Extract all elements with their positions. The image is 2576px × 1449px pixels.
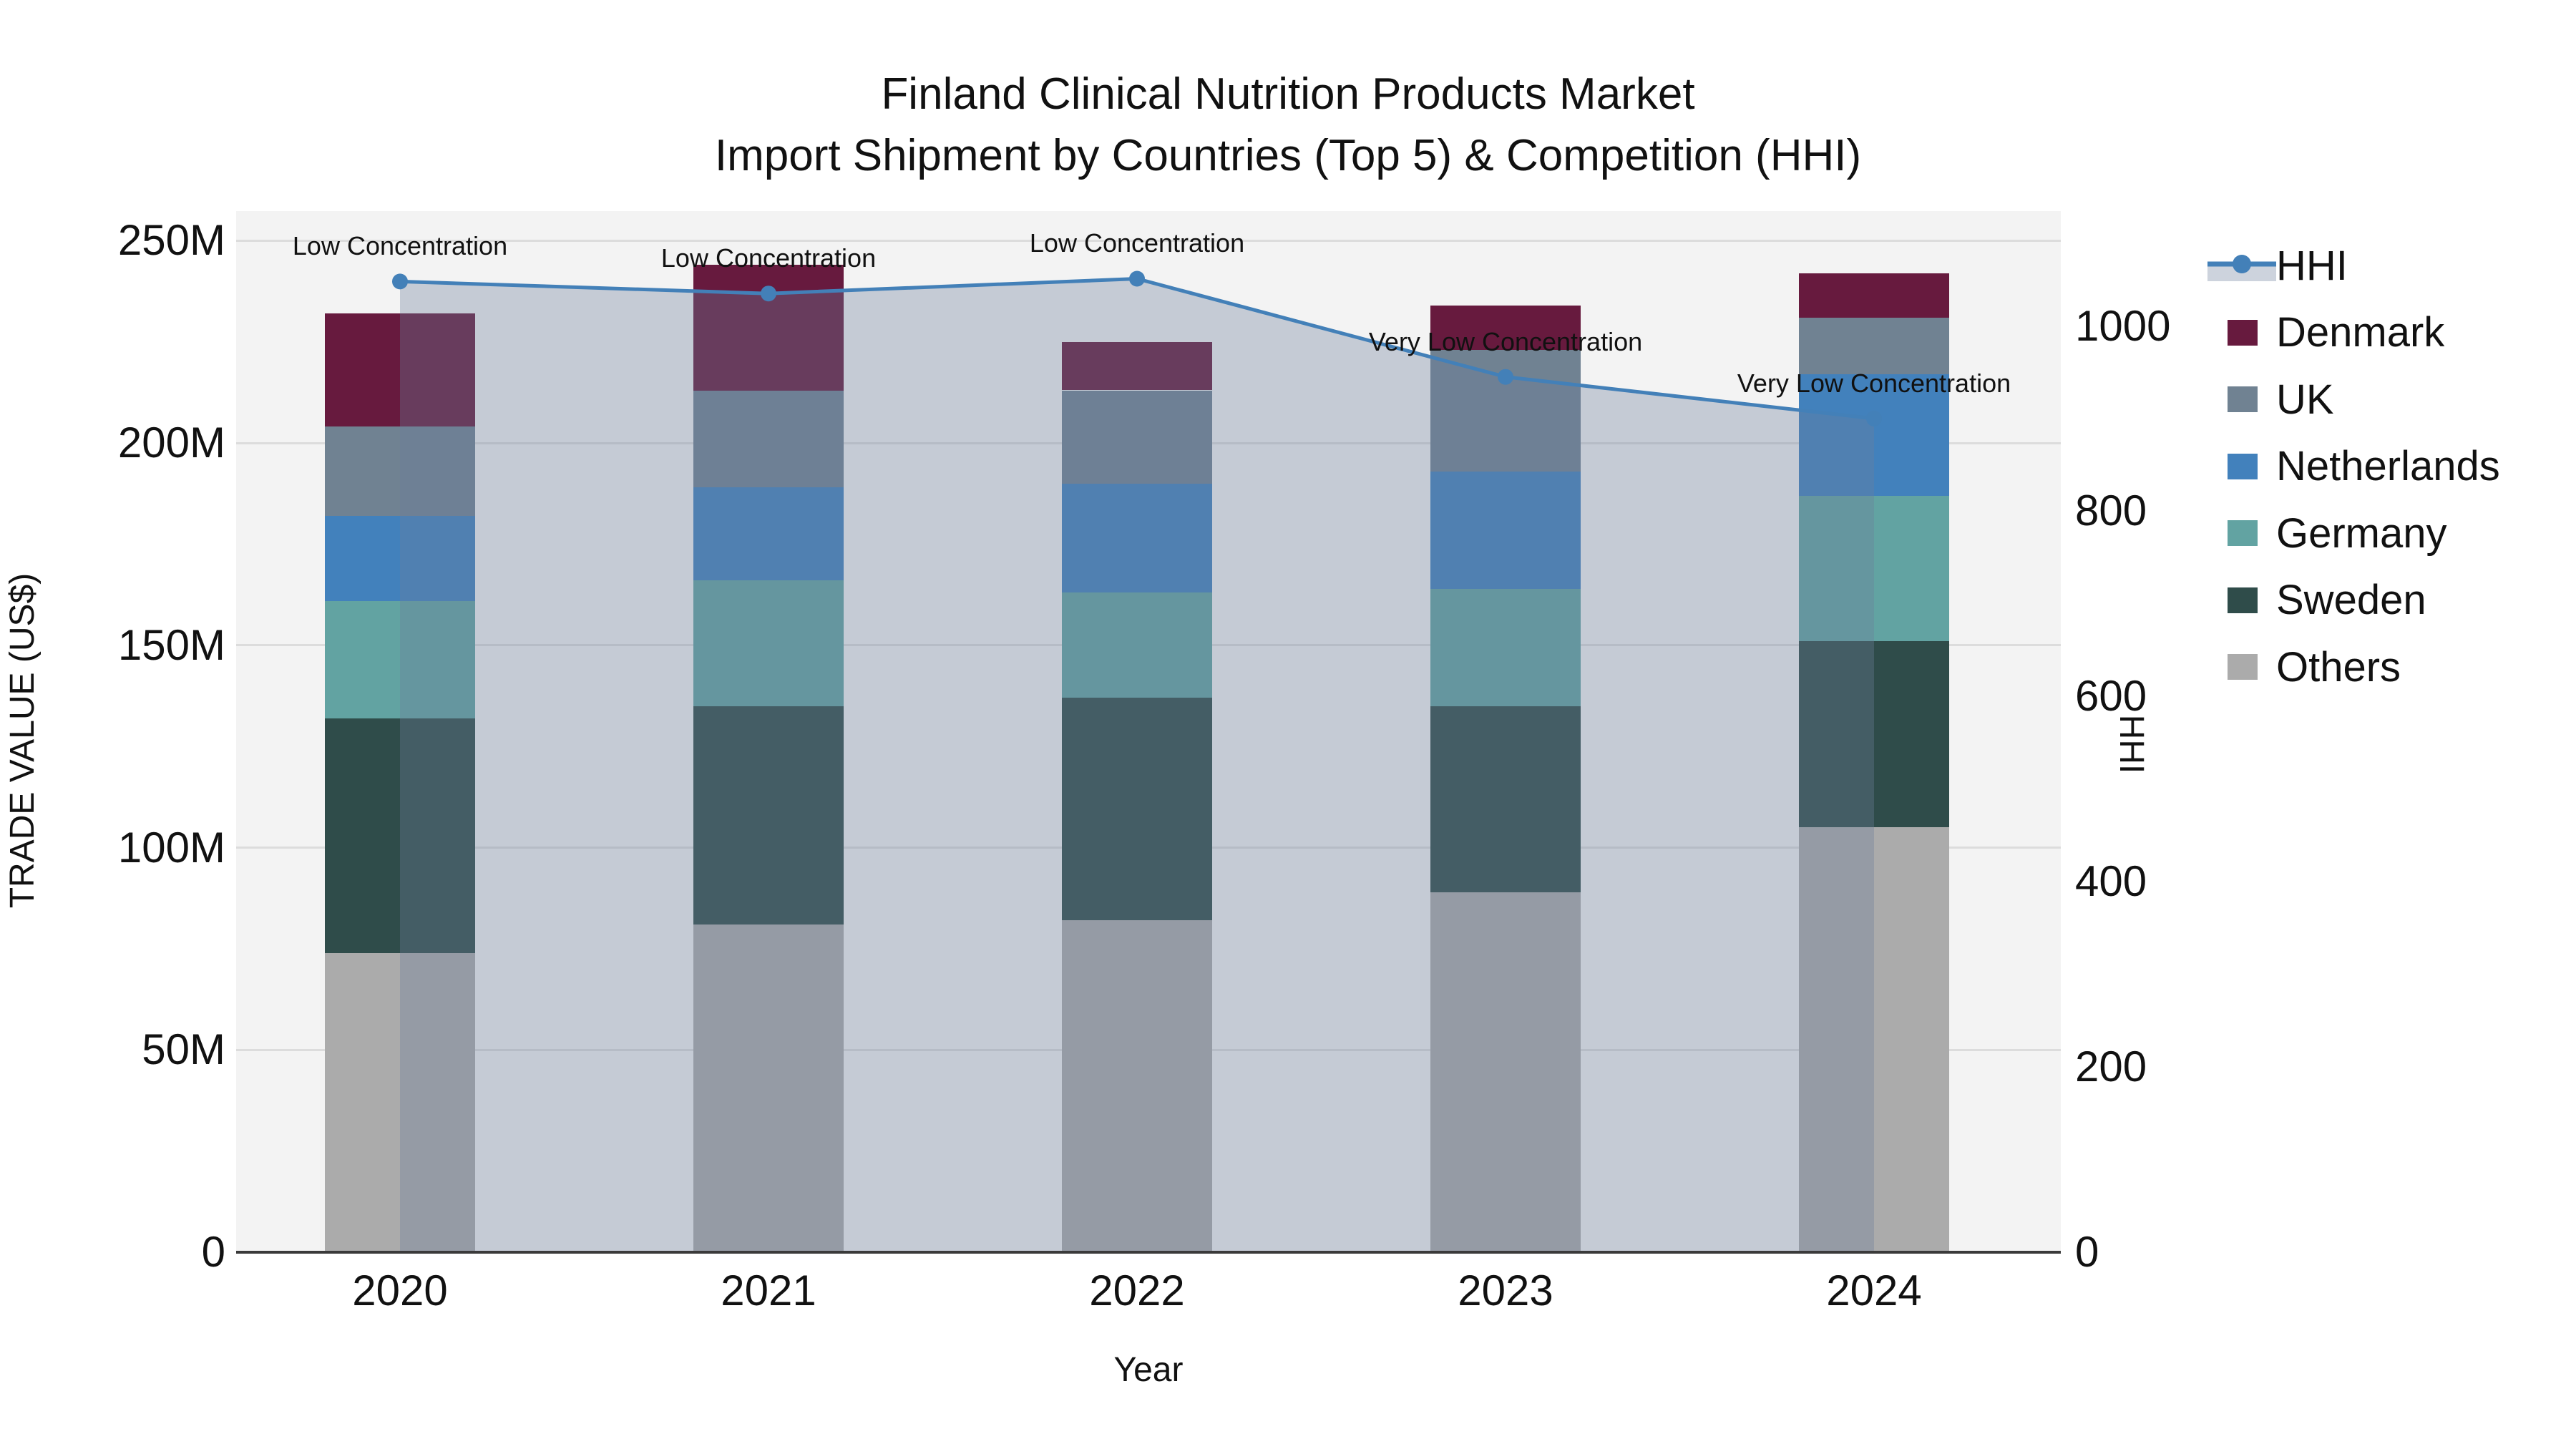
- right-tick-1000: 1000: [2075, 301, 2171, 350]
- left-tick-150M: 150M: [117, 620, 225, 669]
- legend-label-uk: UK: [2276, 376, 2334, 423]
- bar-segment-netherlands-2020[interactable]: [325, 515, 475, 601]
- hhi-legend-glyph: [2207, 255, 2276, 281]
- left-tick-250M: 250M: [117, 216, 225, 265]
- left-axis-title: TRADE VALUE (US$): [4, 572, 42, 909]
- plot-area: Low Concentration Low Concentration Low Co…: [236, 211, 2061, 1252]
- annotation-2020: Low Concentration: [292, 231, 508, 261]
- bar-segment-sweden-2020[interactable]: [325, 718, 475, 953]
- bar-segment-germany-2022[interactable]: [1062, 592, 1212, 698]
- bar-segment-others-2022[interactable]: [1062, 920, 1212, 1252]
- x-tick-2022: 2022: [1089, 1267, 1185, 1314]
- x-tick-2023: 2023: [1458, 1267, 1553, 1314]
- legend-swatch-germany: [2228, 520, 2258, 546]
- x-tick-2020: 2020: [352, 1267, 448, 1314]
- right-tick-0: 0: [2075, 1228, 2099, 1276]
- hhi-marker-2021[interactable]: [761, 286, 776, 302]
- legend-item-sweden[interactable]: Sweden: [2207, 566, 2426, 635]
- right-tick-400: 400: [2075, 857, 2147, 906]
- legend-label-hhi: HHI: [2276, 242, 2348, 289]
- legend-swatch-netherlands: [2228, 453, 2258, 479]
- legend-item-netherlands[interactable]: Netherlands: [2207, 432, 2500, 501]
- bar-segment-others-2020[interactable]: [325, 952, 475, 1252]
- bar-segment-germany-2024[interactable]: [1799, 495, 1949, 642]
- chart-title-line1: Finland Clinical Nutrition Products Mark…: [881, 69, 1695, 119]
- legend-swatch-denmark: [2228, 319, 2258, 346]
- x-axis-line: [236, 1251, 2061, 1254]
- legend-swatch-uk: [2228, 386, 2258, 412]
- hhi-marker-2023[interactable]: [1498, 369, 1513, 385]
- legend-label-sweden: Sweden: [2276, 577, 2426, 623]
- legend-swatch-others: [2228, 654, 2258, 680]
- legend-item-germany[interactable]: Germany: [2207, 499, 2447, 567]
- x-tick-2024: 2024: [1826, 1267, 1922, 1314]
- bar-segment-denmark-2020[interactable]: [325, 313, 475, 427]
- right-tick-800: 800: [2075, 487, 2147, 535]
- right-tick-600: 600: [2075, 672, 2147, 721]
- annotation-2024: Very Low Concentration: [1737, 368, 2011, 398]
- hhi-marker-2024[interactable]: [1866, 410, 1882, 426]
- annotation-2021: Low Concentration: [660, 243, 877, 273]
- bar-segment-sweden-2021[interactable]: [693, 706, 844, 924]
- bar-segment-uk-2022[interactable]: [1062, 390, 1212, 484]
- hhi-marker-2022[interactable]: [1129, 270, 1145, 287]
- bar-segment-others-2023[interactable]: [1430, 892, 1581, 1252]
- legend-item-others[interactable]: Others: [2207, 633, 2401, 701]
- legend-label-germany: Germany: [2276, 509, 2447, 557]
- legend-item-uk[interactable]: UK: [2207, 365, 2334, 434]
- hhi-marker-2020[interactable]: [392, 273, 408, 290]
- left-tick-50M: 50M: [142, 1025, 225, 1074]
- bar-segment-uk-2020[interactable]: [325, 426, 475, 516]
- bar-segment-others-2024[interactable]: [1799, 827, 1949, 1252]
- annotation-2022: Low Concentration: [1029, 228, 1245, 258]
- left-tick-0: 0: [201, 1228, 225, 1276]
- bar-segment-denmark-2024[interactable]: [1799, 273, 1949, 318]
- bar-segment-netherlands-2022[interactable]: [1062, 483, 1212, 593]
- legend-item-hhi[interactable]: HHI: [2207, 231, 2348, 300]
- bar-segment-netherlands-2021[interactable]: [693, 487, 844, 581]
- right-tick-200: 200: [2075, 1043, 2147, 1091]
- bar-segment-others-2021[interactable]: [693, 924, 844, 1252]
- x-tick-2021: 2021: [721, 1267, 816, 1314]
- annotation-2023: Very Low Concentration: [1368, 326, 1643, 356]
- bar-segment-sweden-2023[interactable]: [1430, 706, 1581, 892]
- legend-swatch-sweden: [2228, 587, 2258, 613]
- legend-label-others: Others: [2276, 643, 2401, 691]
- gridline-250m: [236, 239, 2061, 242]
- hhi-area-fill: [400, 278, 1874, 1252]
- bar-segment-denmark-2022[interactable]: [1062, 341, 1212, 391]
- bar-segment-germany-2021[interactable]: [693, 580, 844, 706]
- legend-label-denmark: Denmark: [2276, 309, 2445, 356]
- bar-segment-germany-2023[interactable]: [1430, 588, 1581, 706]
- bar-segment-uk-2024[interactable]: [1799, 317, 1949, 374]
- left-tick-200M: 200M: [117, 419, 225, 467]
- hhi-overlay: [392, 270, 1882, 1252]
- bar-segment-denmark-2023[interactable]: [1430, 305, 1581, 350]
- left-tick-100M: 100M: [117, 823, 225, 872]
- chart-title-line2: Import Shipment by Countries (Top 5) & C…: [714, 131, 1862, 180]
- bar-segment-sweden-2022[interactable]: [1062, 698, 1212, 921]
- bar-segment-netherlands-2024[interactable]: [1799, 374, 1949, 496]
- legend-label-netherlands: Netherlands: [2276, 443, 2500, 489]
- bar-segment-sweden-2024[interactable]: [1799, 641, 1949, 828]
- bar-segment-germany-2020[interactable]: [325, 600, 475, 718]
- x-axis-title: Year: [1113, 1351, 1184, 1389]
- bar-segment-netherlands-2023[interactable]: [1430, 471, 1581, 589]
- bar-segment-uk-2021[interactable]: [693, 390, 844, 488]
- legend-item-denmark[interactable]: Denmark: [2207, 298, 2444, 367]
